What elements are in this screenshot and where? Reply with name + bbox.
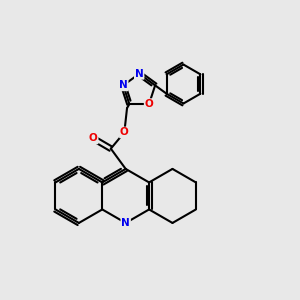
Text: N: N — [135, 69, 144, 79]
Text: O: O — [89, 134, 98, 143]
Text: O: O — [120, 128, 129, 137]
Text: N: N — [119, 80, 128, 90]
Text: O: O — [145, 99, 153, 109]
Text: N: N — [121, 218, 130, 228]
